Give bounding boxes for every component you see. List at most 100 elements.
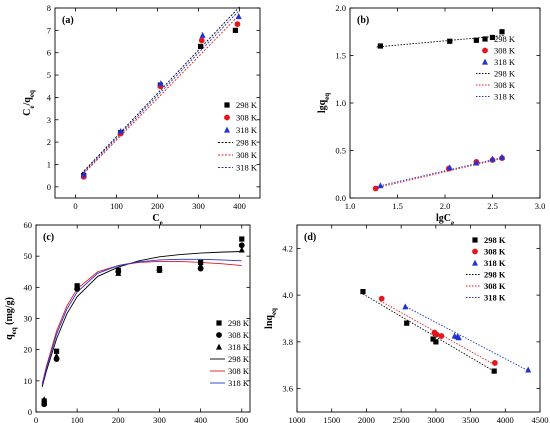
data-point-318K (197, 262, 204, 269)
panel-b: 1.0 1.5 2.0 2.5 3.0 0.0 0.5 1.0 1.5 2.0 (b) lgCe lgq… (317, 3, 545, 227)
data-point-298K (239, 236, 245, 242)
legend-label: 298 K (228, 318, 250, 328)
y-tick-label: 20 (24, 345, 33, 355)
y-tick-label: 5 (47, 70, 51, 80)
data-point-318K (157, 80, 164, 87)
x-tick-label: 3500 (462, 415, 479, 423)
data-point-318K (238, 246, 245, 253)
legend-label: 308 K (228, 366, 250, 376)
data-point-318K (525, 366, 532, 373)
x-tick-label: 1000 (289, 415, 306, 423)
legend-label: 308 K (494, 80, 516, 90)
legend-marker (216, 320, 222, 326)
data-point-318K (489, 155, 496, 162)
fit-line-308K (81, 14, 240, 176)
fit-line-308K (41, 261, 242, 385)
legend-marker (216, 332, 222, 338)
legend-label: 318 K (228, 342, 250, 352)
y-axis-label: qeq (mg/g) (4, 297, 18, 340)
legend-label: 318 K (236, 163, 258, 173)
y-tick-label: 3 (47, 115, 51, 125)
fit-line-318K (403, 305, 530, 372)
legend-marker (216, 343, 222, 350)
data-point-308K (234, 21, 241, 27)
y-axis-label: Ce/qeq (22, 90, 36, 116)
legend-marker (224, 126, 230, 133)
panel-a: 0 100 200 300 400 0 1 2 3 4 5 6 7 8 (a) Ce Ce/qeq 298 K 30… (22, 3, 261, 227)
x-tick-label: 100 (71, 415, 84, 423)
fit-line-318K (41, 258, 242, 386)
y-tick-label: 3.6 (282, 384, 293, 394)
y-tick-label: 3.8 (282, 337, 293, 347)
plot-frame (35, 224, 251, 413)
fit-line-298K (376, 35, 504, 48)
x-tick-label: 300 (192, 201, 205, 211)
data-point-298K (404, 320, 410, 326)
data-point-298K (447, 38, 453, 44)
data-point-298K (360, 289, 366, 295)
legend-marker (224, 114, 230, 121)
fit-line-318K (81, 9, 240, 175)
y-tick-label: 1 (47, 159, 51, 169)
x-tick-label: 0 (73, 201, 77, 211)
y-tick-label: 0 (28, 407, 32, 417)
y-axis-label: lnqeq (264, 308, 278, 329)
legend-marker (472, 259, 478, 266)
legend-label: 318 K (494, 57, 516, 67)
data-point-318K (446, 164, 453, 171)
x-axis-label: Ce (152, 213, 162, 227)
data-point-318K (199, 31, 206, 38)
data-point-298K (197, 43, 204, 50)
legend-label: 308 K (494, 46, 516, 56)
fit-line-298K (41, 251, 242, 388)
data-point-298K (430, 336, 436, 342)
data-point-318K (473, 159, 480, 166)
legend-label: 298 K (236, 138, 258, 148)
legend-marker (472, 237, 478, 243)
legend-label: 308 K (236, 113, 258, 123)
y-tick-label: 0 (47, 182, 51, 192)
y-tick-label: 30 (24, 314, 33, 324)
legend-label: 298 K (484, 235, 506, 245)
y-tick-label: 4 (47, 92, 52, 102)
x-tick-label: 2.0 (440, 201, 451, 211)
legend-label: 318 K (494, 92, 516, 102)
legend-marker (472, 248, 478, 255)
x-tick-label: 100 (110, 201, 123, 211)
data-point-318K (499, 153, 505, 160)
x-tick-label: 2500 (393, 415, 410, 423)
data-point-308K (198, 37, 205, 44)
data-point-298K (377, 43, 383, 49)
y-tick-label: 8 (47, 3, 51, 13)
y-axis-label: lgqeq (317, 93, 331, 113)
y-tick-label: 4.2 (282, 243, 293, 253)
legend-label: 298 K (484, 270, 506, 280)
legend-label: 308 K (484, 247, 506, 257)
y-tick-label: 2.0 (335, 3, 346, 13)
data-point-318K (80, 171, 87, 178)
x-tick-label: 2.5 (487, 201, 498, 211)
data-point-318K (74, 283, 81, 290)
x-tick-label: 500 (235, 415, 248, 423)
data-point-308K (238, 242, 245, 249)
data-point-318K (117, 127, 124, 134)
data-point-298K (433, 339, 439, 345)
data-point-318K (235, 13, 242, 20)
y-tick-label: 7 (47, 25, 51, 35)
legend-label: 308 K (236, 150, 258, 160)
panel-label: (b) (357, 15, 369, 26)
data-point-298K (473, 37, 479, 43)
x-tick-label: 200 (151, 201, 164, 211)
legend-label: 318 K (484, 293, 506, 303)
legend-label: 298 K (494, 69, 516, 79)
y-tick-label: 50 (24, 251, 33, 261)
legend-marker (482, 36, 488, 42)
legend-label: 318 K (236, 125, 258, 135)
data-point-298K (232, 27, 238, 33)
x-tick-label: 3.0 (535, 201, 546, 211)
legend-label: 298 K (236, 100, 258, 110)
fit-line-298K (362, 293, 496, 373)
